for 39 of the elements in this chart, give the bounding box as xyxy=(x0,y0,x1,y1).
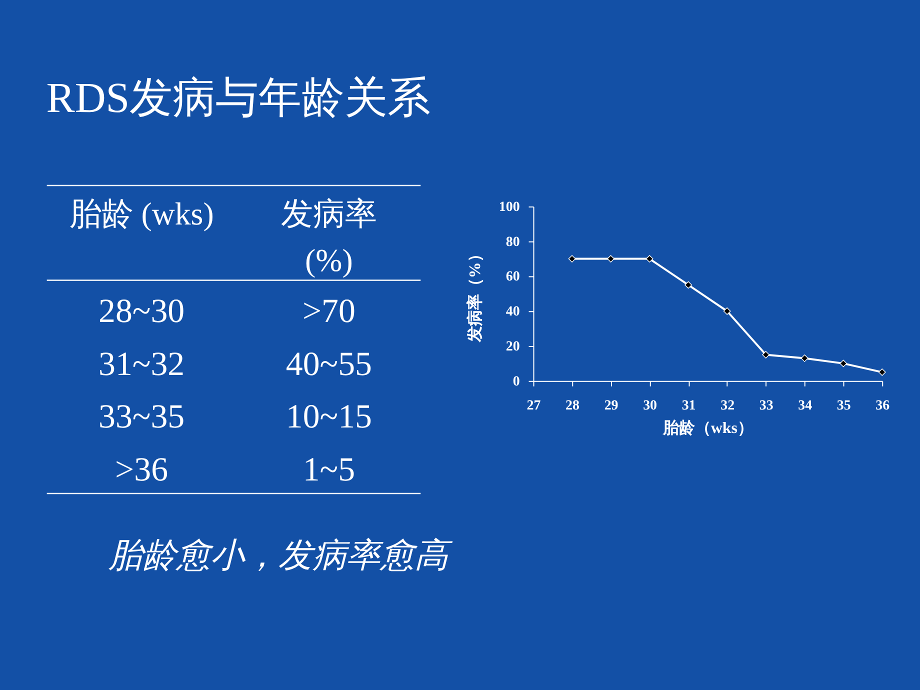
point xyxy=(607,255,614,262)
point xyxy=(878,368,886,376)
text: RDS发病与年龄关系 xyxy=(46,75,431,122)
text: 发病率 (%) xyxy=(280,196,377,278)
point xyxy=(568,255,576,262)
point xyxy=(723,307,731,315)
point xyxy=(840,360,848,368)
text: 胎龄 (wks) xyxy=(69,196,214,232)
x-tick-label: 29 xyxy=(604,398,618,414)
text: >36 xyxy=(115,452,168,489)
point xyxy=(800,354,808,362)
text: 40~55 xyxy=(286,346,372,383)
text: 1~5 xyxy=(302,452,356,489)
text: 胎龄愈小，发病率愈高 xyxy=(108,537,454,574)
point xyxy=(762,351,770,358)
text: 10~15 xyxy=(286,398,372,436)
y-tick-label: 80 xyxy=(506,234,520,250)
y-tick-label: 60 xyxy=(506,270,520,285)
y-tick-label: 100 xyxy=(498,200,520,215)
x-tick-label: 30 xyxy=(643,398,658,414)
text: >70 xyxy=(302,293,356,330)
x-tick-label: 36 xyxy=(876,398,890,414)
y-axis-title: 发病率（%） xyxy=(464,246,484,344)
x-tick-label: 28 xyxy=(566,398,580,414)
x-tick-label: 32 xyxy=(720,398,735,414)
x-tick-label: 31 xyxy=(682,398,696,414)
point xyxy=(646,255,654,262)
y-tick-label: 40 xyxy=(506,304,520,320)
x-tick-label: 27 xyxy=(526,398,541,414)
point xyxy=(684,281,692,289)
text: 28~30 xyxy=(98,293,185,330)
x-tick-label: 34 xyxy=(798,398,812,414)
x-tick-label: 35 xyxy=(836,398,851,414)
y-tick-label: 20 xyxy=(506,339,520,354)
text: 31~32 xyxy=(98,346,185,383)
y-tick-label: 0 xyxy=(512,374,520,390)
text: 33~35 xyxy=(98,398,185,436)
x-axis-title: 胎龄（wks） xyxy=(662,419,754,438)
x-tick-label: 33 xyxy=(759,398,774,414)
